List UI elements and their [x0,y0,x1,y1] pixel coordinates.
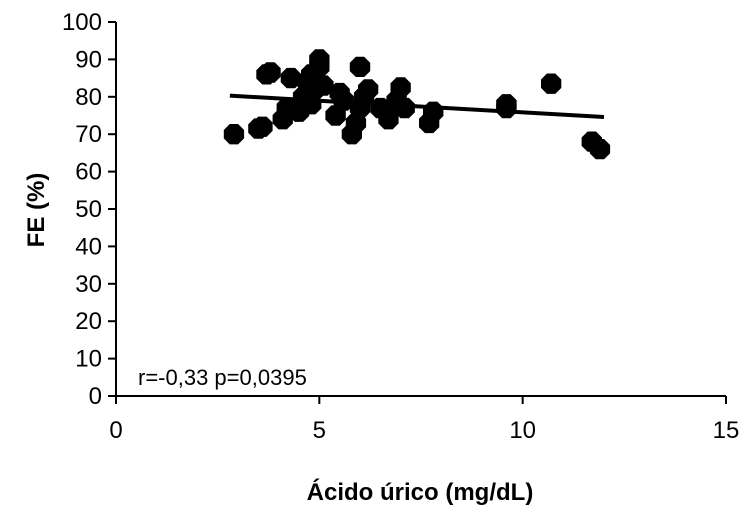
data-point-37 [589,139,611,160]
data-point-34 [496,97,517,119]
data-point-29 [390,77,411,98]
axes: 0 10 20 30 40 50 60 70 80 90 100 0 5 10 15 [62,9,739,444]
data-point-2 [252,116,273,137]
data-point-32 [423,101,444,122]
y-tick-label-20: 20 [75,308,102,335]
trendline [229,93,605,119]
data-points [223,49,611,160]
y-tick-label-100: 100 [62,9,102,36]
x-tick-label-0: 0 [109,417,122,444]
data-point-25 [358,79,379,100]
data-point-4 [260,62,281,83]
y-tick-label-0: 0 [89,383,102,410]
y-tick-label-70: 70 [75,121,102,148]
x-tick-label-5: 5 [313,417,326,444]
data-point-15 [309,49,330,70]
x-axis-title: Ácido úrico (mg/dL) [307,478,534,506]
y-tick-label-60: 60 [75,159,102,186]
correlation-annotation: r=-0,33 p=0,0395 [138,365,307,390]
y-axis-title: FE (%) [23,173,50,248]
data-point-27 [378,109,399,130]
data-point-30 [394,97,415,119]
x-tick-label-15: 15 [713,417,740,444]
data-point-16 [313,75,334,96]
data-point-7 [280,67,301,89]
data-point-23 [349,56,371,77]
trendline-layer [229,93,605,119]
y-tick-label-50: 50 [75,196,102,223]
y-tick-label-30: 30 [75,271,102,298]
y-tick-label-80: 80 [75,84,102,111]
y-tick-label-90: 90 [75,46,102,73]
y-tick-label-10: 10 [75,346,102,373]
data-point-0 [223,124,245,145]
x-tick-label-10: 10 [509,417,536,444]
y-tick-label-40: 40 [75,233,102,260]
data-point-35 [541,73,562,94]
